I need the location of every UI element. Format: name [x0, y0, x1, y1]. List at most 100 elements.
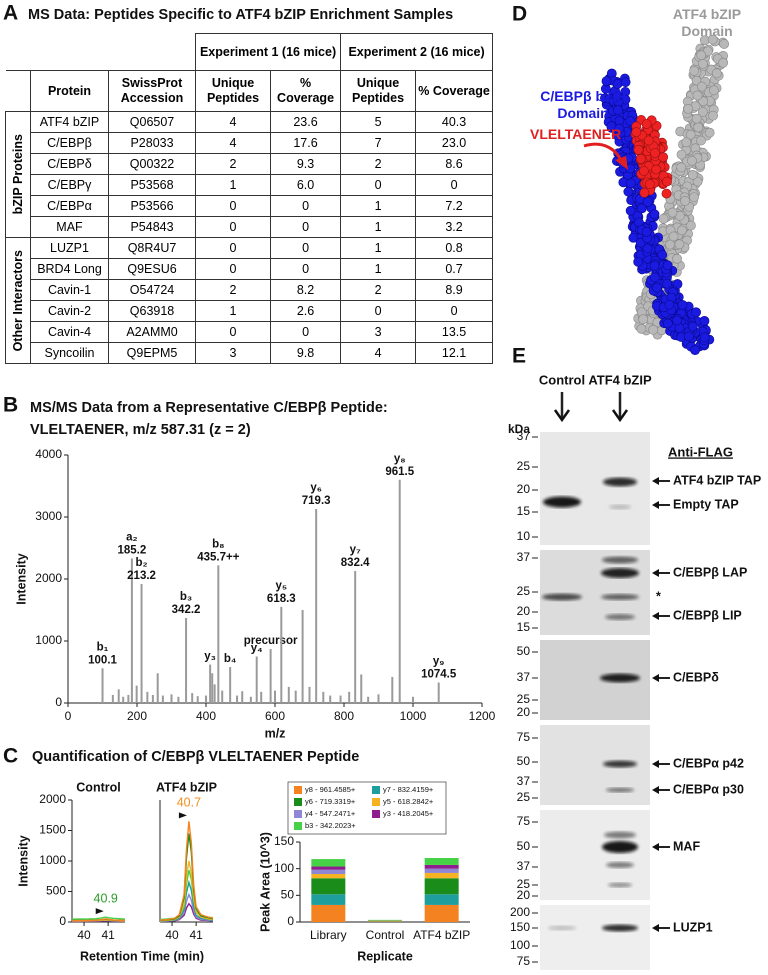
atom — [692, 90, 703, 101]
atom — [642, 197, 653, 207]
ion-label: 832.4 — [341, 557, 370, 569]
table-cell: 0 — [270, 237, 342, 259]
atom — [676, 149, 687, 160]
table-cell: 0 — [340, 300, 417, 322]
experiment-header: Experiment 2 (16 mice) — [340, 33, 494, 71]
group-cell: Other Interactors — [5, 237, 31, 364]
atom — [693, 122, 704, 133]
band — [603, 477, 637, 487]
atom — [687, 169, 698, 180]
table-cell: 40.3 — [415, 111, 494, 133]
atom — [642, 243, 653, 254]
atom — [641, 226, 652, 237]
band — [605, 614, 635, 620]
table-cell: Cavin-2 — [30, 300, 109, 322]
panel-title: MS Data: Peptides Specific to ATF4 bZIP … — [28, 7, 453, 23]
band — [542, 593, 582, 601]
atom — [641, 119, 652, 129]
y-tick-label: 0 — [287, 914, 294, 928]
atom — [697, 59, 708, 69]
table-cell: Q63918 — [107, 300, 197, 322]
blot — [540, 905, 650, 970]
atom — [614, 123, 625, 134]
table-cell: Q06507 — [107, 111, 197, 133]
marker-label: 50 — [517, 754, 531, 768]
atom — [719, 39, 730, 49]
peak-label: 40.9 — [94, 891, 118, 905]
atom — [662, 318, 673, 329]
column-header: Unique Peptides — [340, 70, 417, 112]
atom — [685, 220, 696, 231]
ion-label: y₇ — [350, 544, 361, 556]
experiment-header: Experiment 1 (16 mice) — [195, 33, 342, 71]
ion-label: 719.3 — [302, 495, 331, 507]
group-label: Other Interactors — [11, 249, 25, 352]
band-label: C/EBPδ — [673, 670, 719, 684]
atom — [687, 321, 698, 332]
table-cell: Q00322 — [107, 153, 197, 175]
table-cell: 1 — [195, 174, 272, 196]
table-cell: 4 — [340, 342, 417, 364]
atom — [711, 68, 722, 79]
legend-label: y7 - 832.4159+ — [383, 785, 434, 794]
x-tick-label: 400 — [196, 709, 216, 723]
marker-label: 37 — [517, 670, 531, 684]
column-header: SwissProt Accession — [107, 70, 197, 112]
band-label: * — [656, 589, 661, 603]
band-label: ATF4 bZIP TAP — [673, 473, 761, 487]
atom — [643, 135, 654, 146]
bar-segment — [311, 869, 346, 874]
legend-label: y8 - 961.4585+ — [305, 785, 356, 794]
band — [601, 594, 639, 600]
ion-label: y₈ — [394, 453, 406, 465]
table-cell: 1 — [340, 195, 417, 217]
band-label: MAF — [673, 839, 700, 853]
x-tick-label: 41 — [189, 928, 203, 942]
table-cell: 0 — [195, 195, 272, 217]
table-cell: 0 — [340, 174, 417, 196]
unit-label: kDa — [508, 422, 530, 436]
peak-pointer — [95, 908, 104, 915]
atom — [601, 76, 612, 87]
atom — [636, 323, 647, 334]
atom — [672, 315, 682, 326]
table-cell: 3.2 — [415, 216, 494, 238]
table-cell: Q9ESU6 — [107, 258, 197, 280]
table-cell: P28033 — [107, 132, 197, 154]
y-tick-label: 0 — [59, 914, 66, 928]
panel-title: VLELTAENER, m/z 587.31 (z = 2) — [30, 422, 251, 438]
table-cell: 2 — [195, 279, 272, 301]
atom — [677, 299, 688, 310]
table-cell: 1 — [340, 258, 417, 280]
marker-label: 37 — [517, 550, 531, 564]
atom — [687, 155, 697, 166]
atom — [676, 162, 687, 173]
table-cell: 7 — [340, 132, 417, 154]
peak-pointer — [178, 812, 187, 819]
atom — [680, 196, 690, 206]
atom — [651, 164, 662, 175]
x-tick-label: Library — [310, 928, 347, 942]
ion-label: 1074.5 — [421, 669, 457, 681]
table-cell: 0 — [270, 195, 342, 217]
table-cell: 1 — [340, 216, 417, 238]
panel-title: Quantification of C/EBPβ VLELTAENER Pept… — [32, 749, 359, 765]
band-label: C/EBPα p42 — [673, 756, 744, 770]
band — [543, 496, 581, 508]
atom — [657, 249, 668, 260]
atom — [676, 225, 687, 236]
table-cell: 12.1 — [415, 342, 494, 364]
atom — [611, 91, 622, 102]
atom — [681, 137, 692, 148]
atom — [638, 166, 649, 176]
table-cell: 2 — [195, 153, 272, 175]
table-cell: 9.8 — [270, 342, 342, 364]
x-tick-label: 200 — [127, 709, 147, 723]
band-label: C/EBPα p30 — [673, 782, 744, 796]
ion-label: 100.1 — [88, 654, 117, 666]
atom — [649, 272, 660, 283]
trace — [159, 821, 214, 921]
column-header: Unique Peptides — [195, 70, 272, 112]
band-label: C/EBPβ LIP — [673, 608, 742, 622]
marker-label: 15 — [517, 504, 531, 518]
